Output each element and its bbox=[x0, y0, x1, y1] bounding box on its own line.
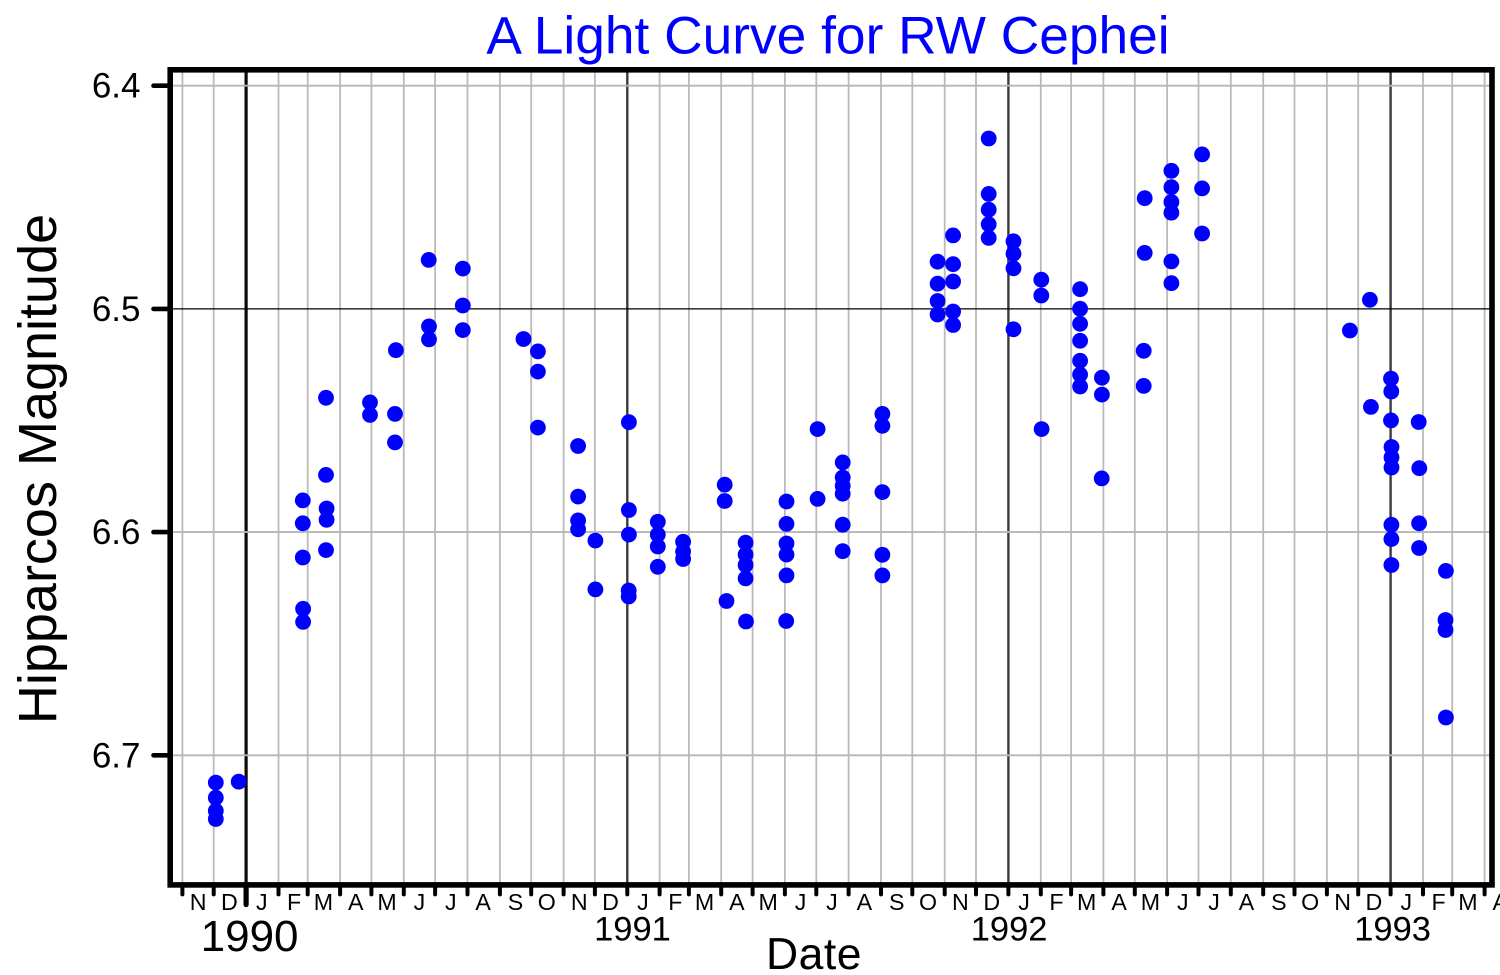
svg-text:1991: 1991 bbox=[594, 911, 671, 949]
svg-text:J: J bbox=[1018, 889, 1030, 915]
svg-text:A: A bbox=[857, 889, 873, 915]
svg-text:M: M bbox=[695, 889, 714, 915]
svg-text:J: J bbox=[1177, 889, 1189, 915]
svg-text:M: M bbox=[314, 889, 333, 915]
svg-text:S: S bbox=[1271, 889, 1286, 915]
svg-text:A: A bbox=[1492, 889, 1500, 915]
svg-text:S: S bbox=[889, 889, 904, 915]
svg-text:O: O bbox=[1301, 889, 1319, 915]
svg-text:A: A bbox=[348, 889, 364, 915]
svg-text:F: F bbox=[1432, 889, 1446, 915]
svg-text:F: F bbox=[1049, 889, 1063, 915]
svg-text:J: J bbox=[414, 889, 426, 915]
svg-text:S: S bbox=[508, 889, 523, 915]
svg-text:N: N bbox=[1334, 889, 1351, 915]
svg-text:Hipparcos Magnitude: Hipparcos Magnitude bbox=[8, 214, 68, 724]
svg-text:6.7: 6.7 bbox=[92, 736, 141, 775]
svg-text:A: A bbox=[1111, 889, 1127, 915]
svg-text:1990: 1990 bbox=[201, 912, 299, 961]
svg-text:J: J bbox=[826, 889, 838, 915]
svg-text:6.4: 6.4 bbox=[92, 67, 141, 106]
svg-text:N: N bbox=[952, 889, 969, 915]
svg-text:O: O bbox=[919, 889, 937, 915]
svg-text:M: M bbox=[1077, 889, 1096, 915]
svg-text:F: F bbox=[287, 889, 301, 915]
svg-text:A: A bbox=[729, 889, 745, 915]
svg-text:6.6: 6.6 bbox=[92, 513, 141, 552]
svg-text:J: J bbox=[256, 889, 268, 915]
svg-text:D: D bbox=[983, 889, 1000, 915]
svg-text:6.5: 6.5 bbox=[92, 290, 141, 329]
svg-text:M: M bbox=[759, 889, 778, 915]
svg-text:A Light Curve for RW Cephei: A Light Curve for RW Cephei bbox=[486, 7, 1169, 66]
svg-text:J: J bbox=[1208, 889, 1220, 915]
svg-text:D: D bbox=[221, 889, 238, 915]
svg-text:D: D bbox=[1366, 889, 1383, 915]
svg-text:1992: 1992 bbox=[971, 911, 1048, 949]
svg-text:M: M bbox=[1458, 889, 1477, 915]
svg-text:M: M bbox=[377, 889, 396, 915]
svg-text:A: A bbox=[1239, 889, 1255, 915]
svg-text:J: J bbox=[637, 889, 649, 915]
svg-text:F: F bbox=[668, 889, 682, 915]
svg-text:A: A bbox=[475, 889, 491, 915]
svg-text:O: O bbox=[538, 889, 556, 915]
svg-text:D: D bbox=[602, 889, 619, 915]
svg-text:N: N bbox=[571, 889, 588, 915]
svg-text:Date: Date bbox=[766, 930, 862, 975]
svg-text:N: N bbox=[190, 889, 207, 915]
svg-text:J: J bbox=[795, 889, 807, 915]
svg-text:M: M bbox=[1141, 889, 1160, 915]
svg-text:1993: 1993 bbox=[1354, 911, 1431, 949]
svg-text:J: J bbox=[445, 889, 457, 915]
svg-text:J: J bbox=[1401, 889, 1413, 915]
